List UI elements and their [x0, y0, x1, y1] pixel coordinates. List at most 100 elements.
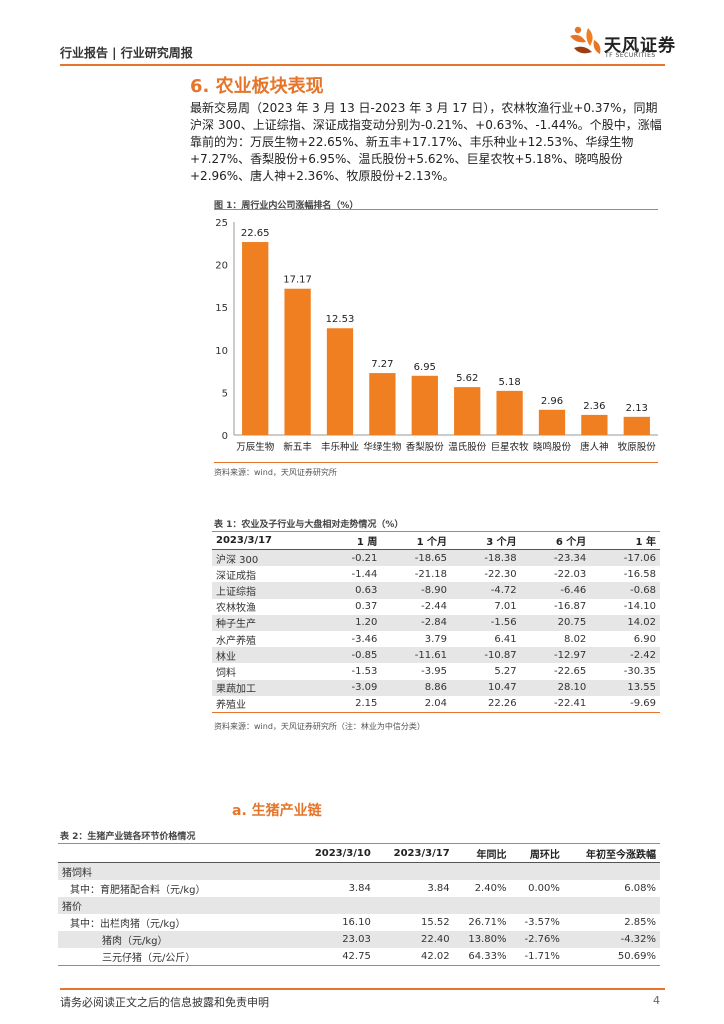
section-title: 6. 农业板块表现 [190, 76, 324, 97]
bar [538, 409, 566, 435]
table2-caption: 表 2：生猪产业链各环节价格情况 [60, 832, 196, 842]
table-cell: -21.18 [414, 568, 448, 580]
table-cell: -22.65 [554, 665, 587, 677]
table-cell: 6.41 [494, 633, 517, 645]
table-header-row: 2023/3/10 2023/3/17 年同比 周环比 年初至今涨跌幅 [58, 843, 660, 863]
table-row: 水产养殖 -3.46 3.79 6.41 8.02 6.90 [212, 631, 660, 647]
table-cell: -14.10 [623, 601, 656, 613]
row-label: 沪深 300 [212, 549, 323, 567]
x-category-label: 晓鸣股份 [533, 441, 572, 453]
table-cell: -3.57% [524, 917, 560, 928]
table-cell: -2.44 [421, 601, 448, 613]
table-cell: -9.69 [590, 695, 660, 713]
row-label: 猪价 [58, 897, 296, 914]
table-row: 上证综指 0.63 -8.90 -4.72 -6.46 -0.68 [212, 582, 660, 599]
figure-top-rule [214, 209, 658, 210]
table-cell: 13.55 [590, 679, 660, 696]
table-row: 林业 -0.85 -11.61 -10.87 -12.97 -2.42 [212, 647, 660, 664]
table-cell: 6.08% [624, 883, 656, 894]
table-cell [453, 897, 511, 914]
table-cell: 0.00% [528, 883, 560, 894]
table-cell: -3.09 [322, 679, 382, 696]
x-category-label: 新五丰 [283, 441, 312, 453]
table-cell: 8.86 [381, 679, 452, 696]
brand-name: 天风证券 [604, 36, 676, 56]
figure-caption: 图 1：周行业内公司涨幅排名（%） [214, 201, 359, 211]
bar [242, 242, 269, 435]
column-header: 2023/3/17 [374, 843, 454, 863]
report-category: 行业报告 | 行业研究周报 [60, 46, 193, 60]
column-header: 年同比 [453, 843, 511, 863]
y-tick-label: 5 [222, 388, 228, 399]
table-cell: -2.76% [510, 931, 564, 948]
table-cell: -1.53 [351, 665, 378, 677]
table-cell: -2.42 [590, 647, 660, 664]
table-cell: -16.87 [554, 601, 587, 613]
bar-value-label: 6.95 [414, 362, 436, 373]
x-category-label: 丰乐种业 [321, 441, 359, 453]
table-cell: 3.84 [348, 883, 371, 894]
table-cell: -23.34 [520, 549, 591, 567]
footer-divider [60, 988, 665, 990]
table-cell: -10.87 [451, 647, 521, 664]
table-cell: -17.06 [590, 549, 660, 567]
table-cell: 16.10 [342, 917, 371, 928]
table-row: 猪肉（元/kg） 23.03 22.40 13.80% -2.76% -4.32% [58, 931, 660, 948]
row-label: 林业 [212, 647, 323, 664]
page-number: 4 [653, 994, 660, 1007]
table-cell: 2.15 [322, 695, 382, 713]
tf-logo-icon [570, 26, 601, 54]
x-category-label: 巨星农牧 [491, 441, 530, 453]
table-cell: 14.02 [590, 614, 660, 631]
table-cell: -22.03 [554, 568, 587, 580]
bar [581, 414, 608, 435]
table-cell: -4.72 [451, 582, 521, 599]
table-row: 种子生产 1.20 -2.84 -1.56 20.75 14.02 [212, 614, 660, 631]
table-cell: -30.35 [623, 665, 656, 677]
x-category-label: 牧原股份 [618, 441, 657, 453]
column-header: 1 周 [322, 531, 382, 550]
table-cell: 8.02 [564, 633, 587, 645]
bar-chart: 0 5 10 15 20 25 22.65 17.17 12.53 7.27 6.95 5.62 5.… [215, 218, 658, 453]
table-row: 沪深 300 -0.21 -18.65 -18.38 -23.34 -17.06 [212, 549, 660, 567]
table-row: 养殖业 2.15 2.04 22.26 -22.41 -9.69 [212, 695, 660, 713]
table-cell: -8.90 [381, 582, 452, 599]
table-cell: 3.79 [424, 633, 448, 645]
table-row: 猪价 [58, 897, 660, 914]
table-cell: 3.84 [427, 883, 450, 894]
y-tick-label: 15 [215, 303, 228, 314]
table-row: 农林牧渔 0.37 -2.44 7.01 -16.87 -14.10 [212, 599, 660, 615]
table1-caption: 表 1：农业及子行业与大盘相对走势情况（%） [214, 520, 404, 530]
table-cell: -3.46 [351, 633, 378, 645]
table-row: 三元仔猪（元/公斤） 42.75 42.02 64.33% -1.71% 50.69% [58, 948, 660, 966]
bar-value-label: 22.65 [241, 228, 270, 239]
table-cell: 23.03 [296, 931, 375, 948]
tf-logo [566, 22, 676, 62]
bar-value-label: 2.96 [541, 396, 563, 407]
table-cell: 22.26 [451, 695, 521, 713]
table-cell: -22.41 [520, 695, 591, 713]
table-cell [563, 862, 660, 880]
bar [411, 375, 438, 435]
bar [454, 387, 481, 435]
x-category-label: 华绿生物 [363, 441, 402, 453]
table-cell: 20.75 [520, 614, 591, 631]
table-cell: -11.61 [381, 647, 452, 664]
column-header: 年初至今涨跌幅 [563, 843, 660, 863]
y-tick-label: 10 [215, 346, 228, 357]
table-cell [296, 897, 375, 914]
bar-value-label: 2.13 [626, 403, 648, 414]
bar-value-label: 5.18 [498, 377, 520, 388]
row-label: 其中：育肥猪配合料（元/kg） [70, 885, 206, 896]
table-cell: 2.40% [474, 883, 507, 894]
row-label: 饲料 [216, 667, 236, 679]
table-cell: -1.56 [451, 614, 521, 631]
bar-value-label: 17.17 [283, 275, 312, 286]
y-tick-label: 0 [222, 431, 228, 442]
table-cell: -0.68 [590, 582, 660, 599]
x-category-label: 温氏股份 [448, 441, 487, 453]
table-cell: -3.95 [421, 665, 448, 677]
table-cell: 64.33% [453, 948, 511, 966]
table-cell [296, 862, 375, 880]
column-header: 2023/3/17 [212, 531, 323, 550]
